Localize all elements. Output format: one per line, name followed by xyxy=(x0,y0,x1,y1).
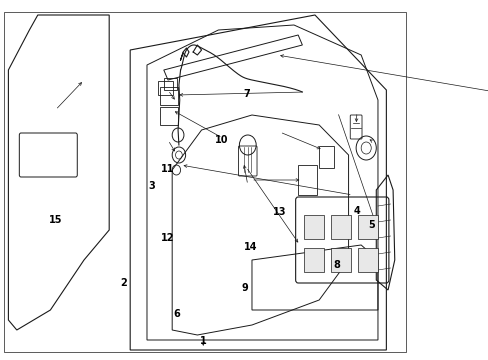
Bar xyxy=(159,107,178,125)
Text: 5: 5 xyxy=(368,220,375,230)
Bar xyxy=(298,165,316,195)
Bar xyxy=(319,146,334,168)
Text: 8: 8 xyxy=(333,260,340,270)
Bar xyxy=(158,81,173,95)
Text: 15: 15 xyxy=(49,215,62,225)
Text: 2: 2 xyxy=(120,278,126,288)
Bar xyxy=(330,215,350,239)
Bar xyxy=(159,87,178,105)
Text: 9: 9 xyxy=(241,283,247,293)
Text: 11: 11 xyxy=(161,164,174,174)
Bar xyxy=(304,248,324,272)
Text: 1: 1 xyxy=(200,336,206,346)
Bar xyxy=(304,215,324,239)
Bar xyxy=(357,248,377,272)
Text: 4: 4 xyxy=(353,206,360,216)
Text: 3: 3 xyxy=(148,181,155,192)
Text: 6: 6 xyxy=(173,309,180,319)
Text: 10: 10 xyxy=(215,135,228,145)
Text: 14: 14 xyxy=(244,242,257,252)
Bar xyxy=(357,215,377,239)
Text: 13: 13 xyxy=(272,207,285,217)
Bar xyxy=(330,248,350,272)
Text: 12: 12 xyxy=(161,233,174,243)
Bar xyxy=(163,78,177,90)
Text: 7: 7 xyxy=(243,89,249,99)
